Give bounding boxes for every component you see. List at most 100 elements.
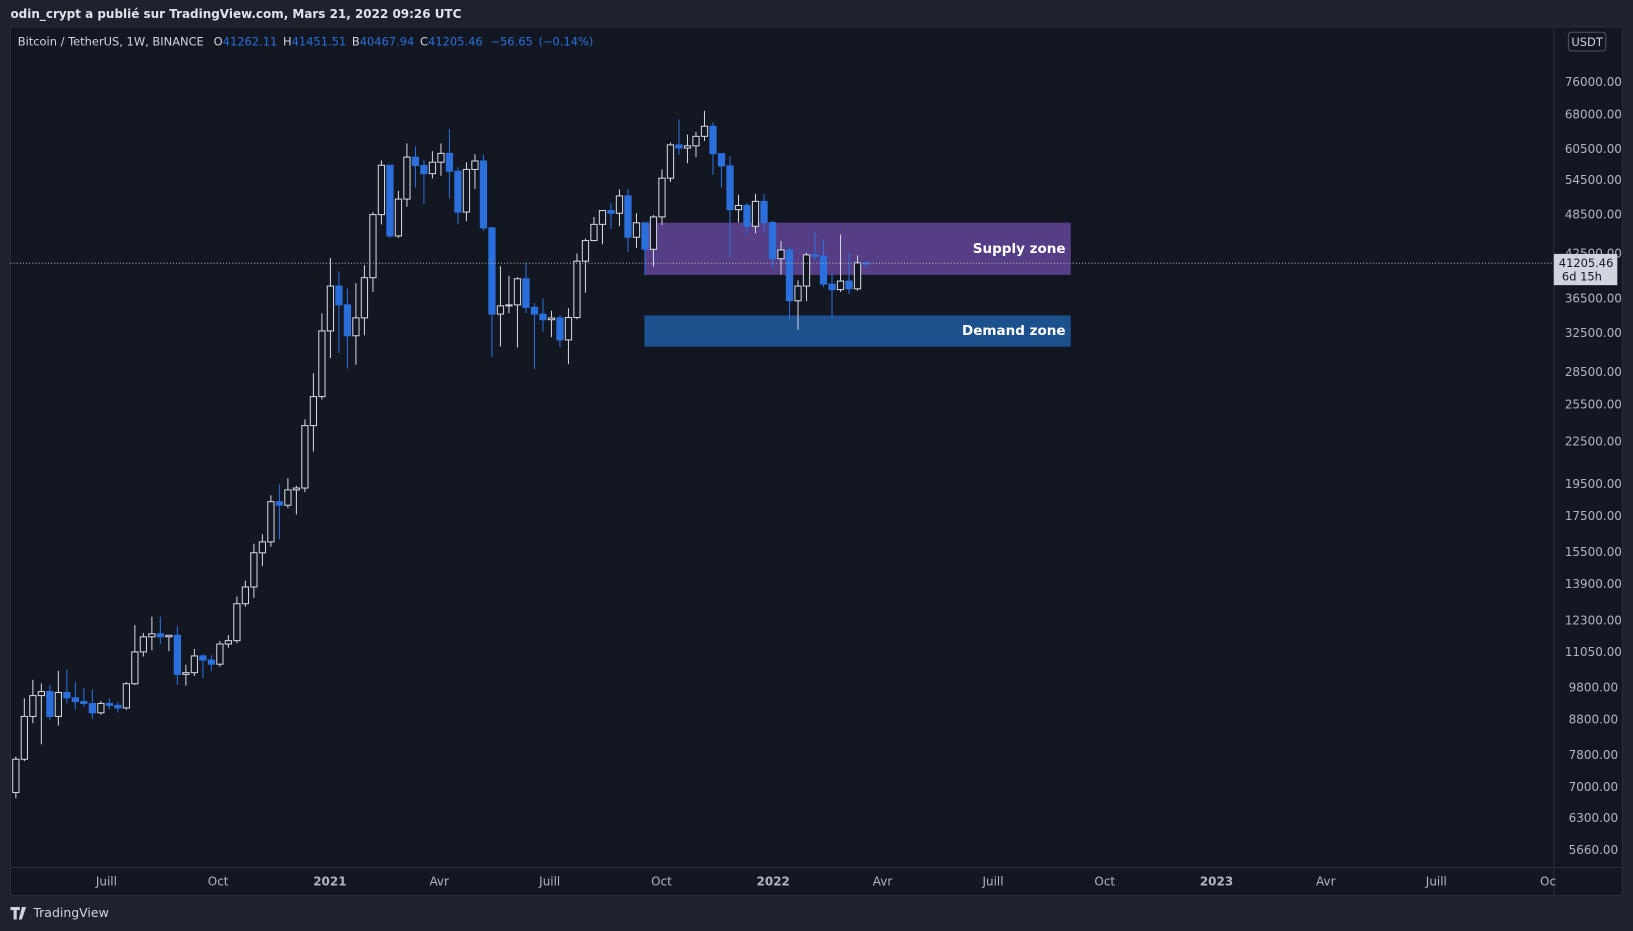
y-tick-label: 32500.00 xyxy=(1565,326,1622,340)
candle-body xyxy=(148,633,156,638)
y-tick-label: 11050.00 xyxy=(1565,645,1622,659)
candle-body xyxy=(114,704,122,709)
candle-body xyxy=(462,168,471,213)
candle-body xyxy=(496,305,505,315)
candle-body xyxy=(360,277,369,319)
candle-body xyxy=(641,222,649,250)
legend-label: O xyxy=(214,34,223,48)
x-tick-label: Oct xyxy=(1094,875,1115,889)
candle-body xyxy=(37,691,45,697)
last-price-box xyxy=(1553,253,1618,286)
candle-body xyxy=(343,304,352,337)
candle-body xyxy=(165,634,173,638)
candle-body xyxy=(292,487,301,491)
candle-body xyxy=(836,280,845,291)
last-price-label: 41205.46 xyxy=(1559,256,1614,270)
candle-body xyxy=(428,161,437,175)
legend-value: 41451.51 xyxy=(292,34,347,48)
candle-body xyxy=(658,177,666,218)
candle-body xyxy=(479,160,488,229)
x-tick-label: Oc xyxy=(1540,875,1556,889)
candle-body xyxy=(675,144,683,149)
candle-body xyxy=(683,145,692,149)
candle-body xyxy=(71,697,80,703)
y-tick-label: 12300.00 xyxy=(1565,613,1622,627)
zone xyxy=(644,315,1071,347)
y-tick-label: 48500.00 xyxy=(1565,208,1622,222)
candle-body xyxy=(284,489,292,506)
y-tick-label: 7000.00 xyxy=(1569,780,1619,794)
y-tick-label: 25500.00 xyxy=(1565,398,1622,412)
candle-body xyxy=(445,152,454,172)
candle-body xyxy=(734,204,743,211)
candle-body xyxy=(777,249,785,260)
candle-body xyxy=(156,633,165,638)
candle-body xyxy=(224,640,233,645)
legend-change: −56.65 xyxy=(490,34,532,48)
candle-body xyxy=(63,691,71,699)
y-tick-label: 6300.00 xyxy=(1569,811,1619,825)
candle-body xyxy=(649,216,658,250)
candle-body xyxy=(615,195,624,214)
currency-badge[interactable] xyxy=(1567,31,1607,52)
candle-body xyxy=(54,691,62,717)
countdown-label: 6d 15h xyxy=(1562,269,1602,283)
x-tick-label: 2022 xyxy=(757,875,790,889)
candle-body xyxy=(819,255,828,285)
candle-body xyxy=(199,655,207,661)
y-tick-label: 68000.00 xyxy=(1565,108,1622,122)
candle-body xyxy=(564,317,573,341)
y-tick-label: 13900.00 xyxy=(1565,577,1622,591)
candle-body xyxy=(241,586,250,605)
y-tick-label: 76000.00 xyxy=(1565,75,1622,89)
candle-body xyxy=(386,164,394,237)
candle-body xyxy=(666,144,675,179)
candle-body xyxy=(29,695,37,717)
candle-body xyxy=(173,634,182,675)
candle-body xyxy=(726,165,734,211)
candle-body xyxy=(768,221,777,260)
y-tick-label: 28500.00 xyxy=(1565,365,1622,379)
y-tick-label: 8800.00 xyxy=(1569,712,1619,726)
chart-pane xyxy=(9,26,1624,897)
footer: TradingView xyxy=(10,905,109,920)
candle-body xyxy=(743,204,751,227)
y-tick-label: 5660.00 xyxy=(1569,843,1619,857)
brand-name: TradingView xyxy=(32,905,108,920)
candle-body xyxy=(853,262,862,290)
candle-body xyxy=(80,701,88,704)
candle-body xyxy=(190,655,199,674)
candle-body xyxy=(454,170,462,213)
y-tick-label: 54500.00 xyxy=(1565,173,1622,187)
y-tick-label: 60500.00 xyxy=(1565,142,1622,156)
candle-body xyxy=(394,198,403,237)
y-tick-label: 17500.00 xyxy=(1565,509,1622,523)
legend-label: C xyxy=(420,34,428,48)
candle-body xyxy=(598,210,607,225)
candle-body xyxy=(539,313,547,321)
candle-body xyxy=(437,152,445,163)
candle-body xyxy=(760,200,768,224)
x-tick-label: Avr xyxy=(873,875,893,889)
candle-body xyxy=(420,165,428,175)
candle-body xyxy=(20,715,28,760)
candle-body xyxy=(258,541,267,554)
zone-label: Demand zone xyxy=(962,323,1066,339)
candle-body xyxy=(547,317,556,321)
candle-body xyxy=(97,702,105,714)
candle-body xyxy=(369,214,377,279)
candle-body xyxy=(828,283,836,291)
candle-body xyxy=(216,643,224,665)
candle-body xyxy=(522,278,530,308)
candle-body xyxy=(352,317,360,337)
legend-value: 41262.11 xyxy=(223,34,278,48)
y-tick-label: 9800.00 xyxy=(1569,680,1619,694)
candle-body xyxy=(692,135,700,147)
candle-body xyxy=(411,156,420,167)
x-tick-label: Juill xyxy=(95,875,117,889)
x-tick-label: Juill xyxy=(538,875,560,889)
candle-body xyxy=(105,702,114,706)
x-tick-label: 2021 xyxy=(313,875,346,889)
y-tick-label: 19500.00 xyxy=(1565,477,1622,491)
